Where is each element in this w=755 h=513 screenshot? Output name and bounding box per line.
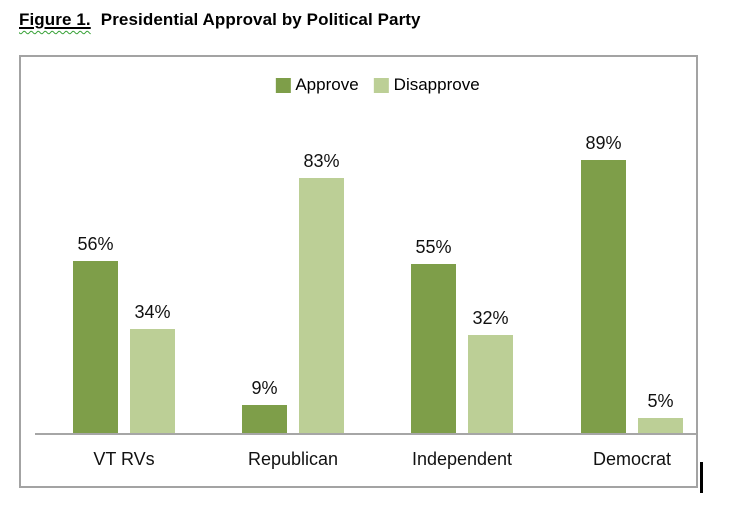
bar-republican-disapprove <box>299 178 344 433</box>
value-label-republican-disapprove: 83% <box>303 151 340 171</box>
legend-item-approve: Approve <box>275 75 359 95</box>
legend-item-disapprove: Disapprove <box>373 75 480 95</box>
category-label-republican: Republican <box>247 449 339 469</box>
value-label-vt-rvs-disapprove: 34% <box>134 302 171 322</box>
bar-independent-approve <box>411 264 456 433</box>
legend-label-disapprove: Disapprove <box>393 75 480 94</box>
text-cursor <box>700 462 703 493</box>
category-axis-labels: VT RVs Republican Independent Democrat <box>21 449 696 475</box>
disapprove-swatch-icon <box>373 77 389 93</box>
value-label-democrat-disapprove: 5% <box>647 391 674 411</box>
chart-legend: Approve Disapprove <box>275 75 480 95</box>
value-label-independent-disapprove: 32% <box>472 308 509 328</box>
value-label-republican-approve: 9% <box>251 378 278 398</box>
category-label-democrat: Democrat <box>592 449 672 469</box>
chart-frame[interactable]: Approve Disapprove 56% 34% 9% 83% 55% 32% 89% 5… <box>19 55 698 488</box>
legend-label-approve: Approve <box>295 75 359 94</box>
category-label-independent: Independent <box>411 449 513 469</box>
approve-swatch-icon <box>275 77 291 93</box>
figure-caption: Figure 1. Presidential Approval by Politi… <box>19 10 421 30</box>
figure-label: Figure 1. <box>19 10 91 29</box>
bar-republican-approve <box>242 405 287 433</box>
category-label-vt-rvs: VT RVs <box>93 449 155 469</box>
plot-area: 56% 34% 9% 83% 55% 32% 89% 5% <box>21 57 696 433</box>
figure-label-squiggle: Figure 1. <box>19 10 91 29</box>
value-label-independent-approve: 55% <box>415 237 452 257</box>
value-label-democrat-approve: 89% <box>585 133 622 153</box>
bar-democrat-approve <box>581 160 626 433</box>
bar-vt-rvs-disapprove <box>130 329 175 433</box>
value-label-vt-rvs-approve: 56% <box>77 234 114 254</box>
bar-vt-rvs-approve <box>73 261 118 433</box>
bar-democrat-disapprove <box>638 418 683 433</box>
figure-title: Presidential Approval by Political Party <box>100 10 421 29</box>
x-axis-line <box>35 433 696 435</box>
bar-independent-disapprove <box>468 335 513 433</box>
